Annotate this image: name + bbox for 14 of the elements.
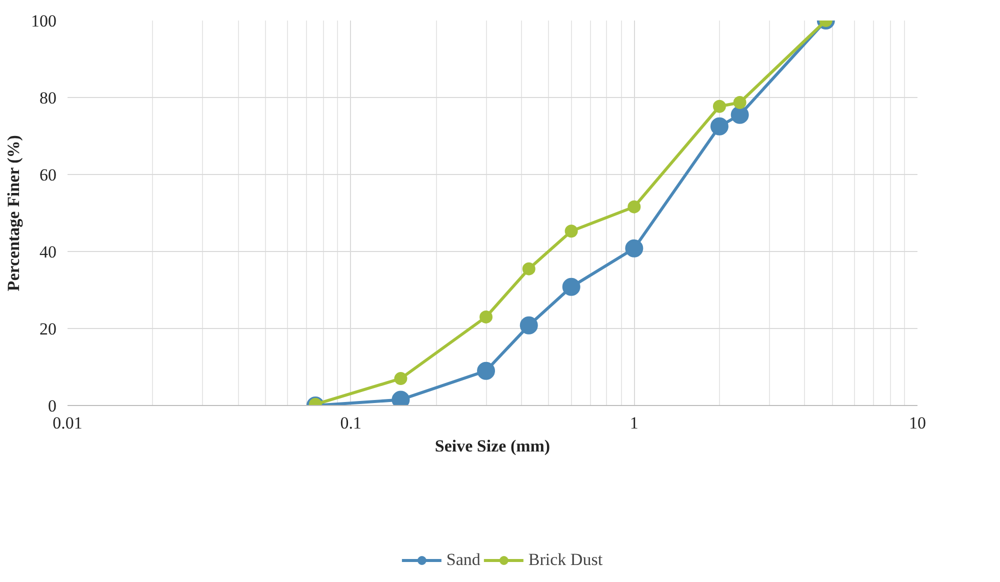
y-tick-label: 20 xyxy=(40,320,56,338)
legend-label: Brick Dust xyxy=(528,550,603,570)
y-tick-label: 100 xyxy=(31,12,56,30)
y-tick-label: 80 xyxy=(40,88,56,108)
x-tick-label: 0.01 xyxy=(52,414,82,432)
y-tick-label: 40 xyxy=(40,242,56,262)
y-tick-label: 60 xyxy=(40,166,56,184)
x-tick-label: 0.1 xyxy=(340,414,362,432)
x-tick-label: 10 xyxy=(909,414,926,432)
y-tick-label: 0 xyxy=(48,396,56,416)
x-axis-title: Seive Size (mm) xyxy=(434,436,550,456)
x-tick-label: 1 xyxy=(630,414,638,432)
y-axis-title: Percentage Finer (%) xyxy=(4,135,23,292)
legend-label: Sand xyxy=(446,550,480,570)
